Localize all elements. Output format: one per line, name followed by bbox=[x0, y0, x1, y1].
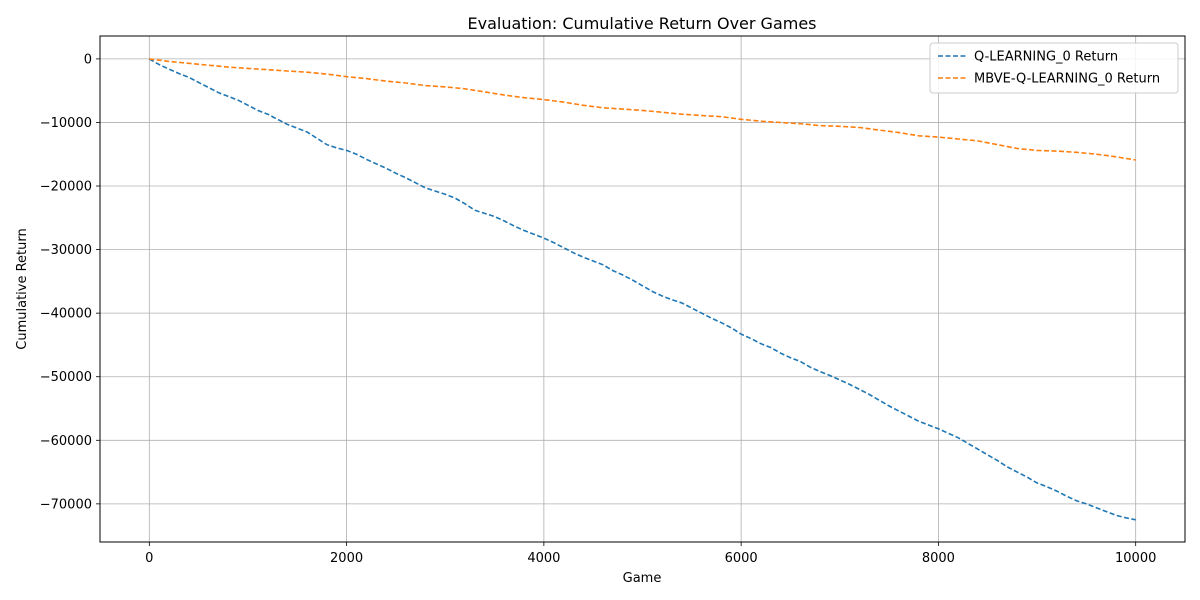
series-line-0 bbox=[148, 58, 1136, 521]
y-tick-label: −20000 bbox=[40, 180, 92, 195]
legend-box bbox=[929, 42, 1179, 94]
x-tick-label: 2000 bbox=[330, 551, 363, 566]
legend-label-0: Q-LEARNING_0 Return bbox=[974, 50, 1118, 65]
x-tick-label: 8000 bbox=[922, 551, 955, 566]
y-tick-label: −60000 bbox=[40, 434, 92, 449]
y-axis-label: Cumulative Return bbox=[15, 228, 30, 349]
legend-label-1: MBVE-Q-LEARNING_0 Return bbox=[974, 72, 1160, 87]
x-axis-label: Game bbox=[623, 571, 662, 586]
y-tick-label: −10000 bbox=[40, 116, 92, 131]
x-tick-label: 0 bbox=[145, 551, 153, 566]
ticks: 0 2000 4000 6000 8000 10000 0 −10000 −20000 −3000… bbox=[40, 52, 1157, 566]
x-tick-label: 4000 bbox=[527, 551, 560, 566]
plot-frame bbox=[99, 35, 1186, 543]
series-line-1 bbox=[149, 58, 1136, 161]
y-tick-label: −40000 bbox=[40, 307, 92, 322]
legend: Q-LEARNING_0 Return MBVE-Q-LEARNING_0 Ret… bbox=[929, 42, 1179, 94]
y-tick-label: −30000 bbox=[40, 243, 92, 258]
x-tick-label: 10000 bbox=[1115, 551, 1156, 566]
y-tick-label: −50000 bbox=[40, 370, 92, 385]
chart-title: Evaluation: Cumulative Return Over Games bbox=[467, 14, 816, 33]
y-tick-label: 0 bbox=[84, 52, 92, 67]
y-tick-label: −70000 bbox=[40, 497, 92, 512]
x-tick-label: 6000 bbox=[725, 551, 758, 566]
series-layer bbox=[148, 58, 1136, 521]
